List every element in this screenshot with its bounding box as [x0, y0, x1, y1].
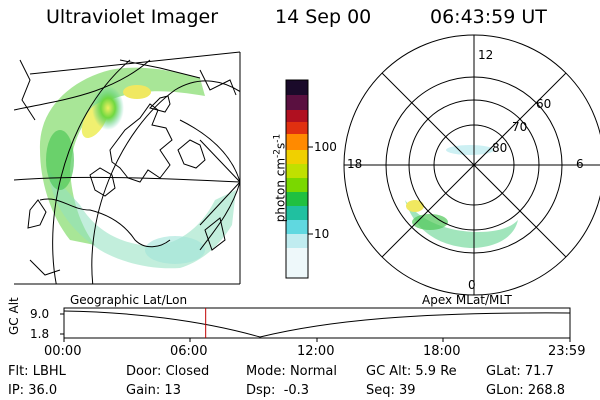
- colorbar-unit-label: photon cm-2s-1: [272, 133, 288, 223]
- mlt-label-12: 12: [478, 48, 494, 62]
- filter-status: Flt: LBHL: [8, 364, 66, 379]
- date-label: 14 Sep 00: [275, 6, 372, 28]
- ip-status: IP: 36.0: [8, 383, 58, 398]
- time-tick-2359: 23:59: [548, 344, 586, 359]
- time-tick-0000: 00:00: [44, 344, 82, 359]
- geographic-image: [14, 59, 240, 284]
- mlt-label-0: 0: [468, 278, 476, 292]
- dsp-status: Dsp: -0.3: [246, 383, 310, 398]
- altitude-tick-1-8: 1.8: [30, 327, 50, 341]
- mlt-label-18: 18: [347, 157, 363, 171]
- colorbar-tick-10: 10: [314, 227, 330, 241]
- gain-status: Gain: 13: [126, 383, 181, 398]
- mlat-label-80: 80: [492, 141, 508, 155]
- color-scale-bar: [285, 79, 313, 279]
- glon-status: GLon: 268.8: [486, 383, 566, 398]
- mlt-label-6: 6: [576, 157, 584, 171]
- mlat-label-60: 60: [536, 97, 552, 111]
- gc-altitude-status: GC Alt: 5.9 Re: [366, 364, 457, 379]
- time-tick-1200: 12:00: [297, 344, 335, 359]
- glat-status: GLat: 71.7: [486, 364, 554, 379]
- app-title: Ultraviolet Imager: [46, 6, 219, 28]
- apex-panel-label: Apex MLat/MLT: [422, 293, 512, 307]
- mlat-label-70: 70: [512, 120, 528, 134]
- mode-status: Mode: Normal: [246, 364, 337, 379]
- time-tick-0600: 06:00: [170, 344, 208, 359]
- altitude-tick-9: 9.0: [30, 307, 50, 321]
- door-status: Door: Closed: [126, 364, 210, 379]
- sequence-status: Seq: 39: [366, 383, 416, 398]
- altitude-axis-label: GC Alt: [7, 297, 21, 335]
- time-label: 06:43:59 UT: [430, 6, 547, 28]
- time-tick-1800: 18:00: [423, 344, 461, 359]
- polar-plot: [343, 34, 600, 296]
- colorbar-tick-100: 100: [314, 140, 337, 154]
- altitude-plot: [60, 307, 571, 342]
- geographic-panel-label: Geographic Lat/Lon: [70, 293, 188, 307]
